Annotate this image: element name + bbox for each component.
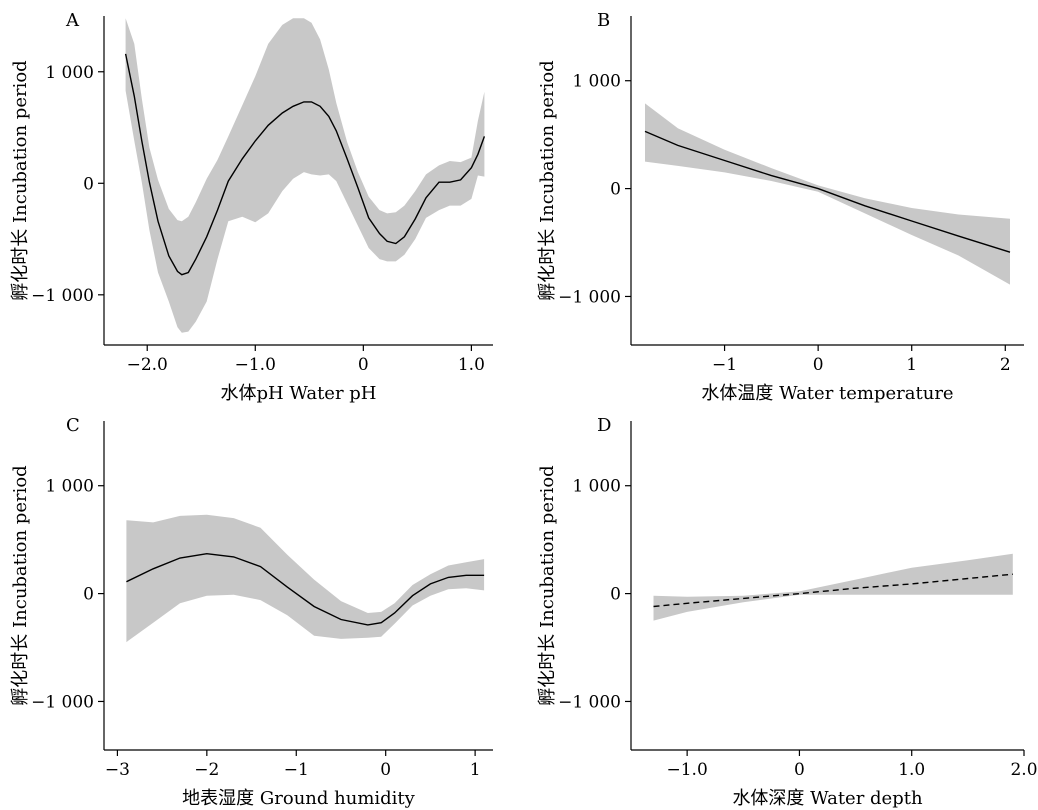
x-axis-title: 水体温度 Water temperature [701,383,953,404]
y-tick-label: 0 [610,180,621,200]
y-axis-title: 孵化时长 Incubation period [537,60,558,300]
y-tick-label: 1 000 [572,72,621,92]
x-axis-title: 地表湿度 Ground humidity [182,788,415,809]
panel-b: −1 0 1 2 −1 000 0 1 000 B 水体温度 Water temperature… [537,10,1024,404]
x-tick-label: 0 [380,760,391,780]
y-axis-title: 孵化时长 Incubation period [10,465,31,705]
x-tick-label: −1.0 [235,355,276,375]
y-axis-title: 孵化时长 Incubation period [10,60,31,300]
x-tick-label: 1.0 [898,760,925,780]
x-tick-label: 0 [794,760,805,780]
panel-letter: D [597,415,611,436]
x-tick-label: 1.0 [458,355,485,375]
y-tick-label: 0 [83,174,94,194]
x-axis-title: 水体pH Water pH [220,383,376,404]
panel-letter: B [597,10,610,31]
y-tick-label: 0 [83,585,94,605]
panel-letter: A [65,10,80,31]
x-tick-label: 1 [906,355,917,375]
confidence-band [653,553,1013,621]
panel-c: −3 −2 −1 0 1 −1 000 0 1 000 C 地表湿度 Ground humidit… [10,415,493,809]
x-tick-label: 0 [813,355,824,375]
panel-a: −2.0 −1.0 0 1.0 −1 000 0 1 000 A 水体pH Water pH 孵化… [10,10,493,404]
x-tick-label: −1 [712,355,737,375]
panel-letter: C [66,415,80,436]
confidence-band [645,103,1010,285]
x-tick-label: 0 [358,355,369,375]
y-tick-label: −1 000 [31,286,94,306]
x-tick-label: 2.0 [1010,760,1037,780]
y-tick-label: −1 000 [558,692,621,712]
y-axis-title: 孵化时长 Incubation period [537,465,558,705]
y-tick-label: 1 000 [45,477,94,497]
x-axis-title: 水体深度 Water depth [732,788,923,809]
series-line [653,573,1013,608]
x-tick-label: 1 [470,760,481,780]
y-tick-label: 1 000 [572,477,621,497]
panel-d: −1.0 0 1.0 2.0 −1 000 0 1 000 D 水体深度 Water depth… [537,415,1038,809]
confidence-band [125,18,485,333]
x-tick-label: 2 [1000,355,1011,375]
y-tick-label: 1 000 [45,63,94,83]
y-tick-label: 0 [610,585,621,605]
series-line [126,552,485,626]
x-tick-label: −2.0 [127,355,168,375]
x-tick-label: −3 [105,760,130,780]
x-tick-label: −1.0 [667,760,708,780]
series-line [644,130,1011,253]
y-tick-label: −1 000 [558,287,621,307]
series-line [124,53,486,276]
x-tick-label: −2 [194,760,219,780]
x-tick-label: −1 [284,760,309,780]
confidence-band [126,514,485,643]
y-tick-label: −1 000 [31,692,94,712]
